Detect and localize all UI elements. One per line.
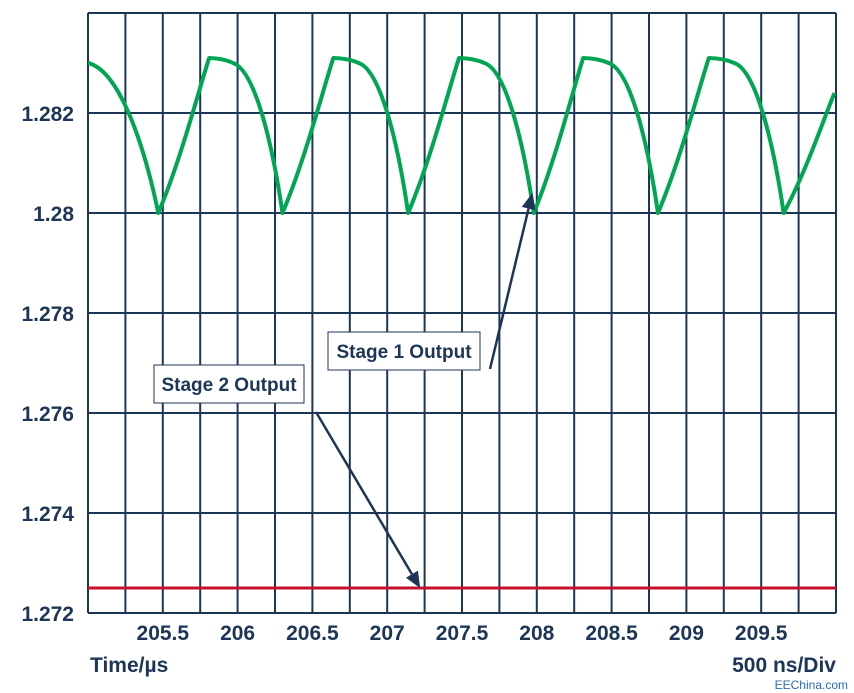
x-tick-label: 206 <box>220 622 255 645</box>
y-tick-label: 1.272 <box>21 603 74 626</box>
x-tick-label: 208 <box>519 622 554 645</box>
x-tick-label: 205.5 <box>137 622 190 645</box>
stage2-arrow <box>314 411 414 575</box>
annotations: Stage 1 Output Stage 2 Output <box>153 193 536 588</box>
stage1-arrow <box>488 208 530 370</box>
y-tick-label: 1.28 <box>33 203 74 226</box>
x-tick-label: 207.5 <box>436 622 489 645</box>
stage2-arrowhead <box>405 570 421 588</box>
x-tick-label: 209 <box>669 622 704 645</box>
series-layer <box>87 56 837 590</box>
watermark: EEChina.com <box>775 678 848 692</box>
stage1-label: Stage 1 Output <box>336 342 472 363</box>
scale-label: 500 ns/Div <box>732 654 836 677</box>
y-tick-label: 1.282 <box>21 103 74 126</box>
x-tick-label: 207 <box>370 622 405 645</box>
stage1-label-box <box>327 331 481 371</box>
y-tick-label: 1.274 <box>21 503 74 526</box>
stage2-label-box <box>153 364 305 404</box>
grid <box>87 12 837 614</box>
x-tick-label: 209.5 <box>735 622 788 645</box>
y-tick-label: 1.278 <box>21 303 74 326</box>
y-tick-label: 1.276 <box>21 403 74 426</box>
stage1-output-line <box>87 56 837 215</box>
x-axis-label: Time/µs <box>90 654 168 677</box>
x-tick-label: 208.5 <box>585 622 638 645</box>
x-tick-labels: 205.5 206 206.5 207 207.5 208 208.5 209 209.5 <box>137 622 788 645</box>
stage2-label: Stage 2 Output <box>161 375 297 396</box>
x-tick-label: 206.5 <box>286 622 339 645</box>
y-tick-labels: 1.282 1.28 1.278 1.276 1.274 1.272 <box>21 103 74 626</box>
stage1-arrowhead <box>521 193 536 211</box>
